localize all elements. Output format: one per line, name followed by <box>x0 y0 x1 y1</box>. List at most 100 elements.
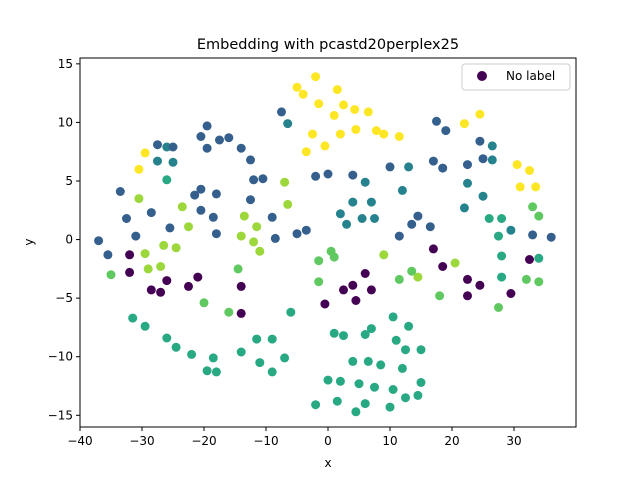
data-point <box>348 197 358 207</box>
data-point <box>252 334 262 344</box>
data-point <box>202 366 212 376</box>
data-point <box>128 313 138 323</box>
data-point <box>162 142 172 152</box>
data-point <box>416 378 426 387</box>
data-point <box>134 194 144 204</box>
data-point <box>366 197 376 207</box>
data-point <box>159 240 169 250</box>
data-point <box>478 154 488 164</box>
data-point <box>348 170 358 180</box>
data-point <box>360 269 370 278</box>
data-point <box>459 119 469 129</box>
data-point <box>283 199 293 209</box>
data-point <box>342 219 352 229</box>
data-point <box>534 277 544 287</box>
y-tick-label: −15 <box>48 408 73 422</box>
y-axis-label: y <box>22 238 36 245</box>
data-point <box>441 126 451 136</box>
data-point <box>246 195 255 205</box>
data-point <box>249 175 259 185</box>
y-axis: −15 −10 −5 0 5 10 15 <box>48 57 80 422</box>
data-point <box>301 225 311 235</box>
data-point <box>348 280 358 290</box>
data-point <box>407 219 417 229</box>
data-point <box>125 267 135 277</box>
data-point <box>385 162 395 172</box>
data-point <box>339 285 348 295</box>
data-point <box>283 119 293 129</box>
data-point <box>388 385 398 394</box>
legend-label: No label <box>506 69 555 83</box>
legend-marker <box>477 71 487 81</box>
data-point <box>255 246 265 256</box>
data-point <box>168 142 178 152</box>
data-point <box>339 331 348 341</box>
data-point <box>162 276 172 286</box>
data-point <box>208 212 218 222</box>
data-point <box>224 307 234 317</box>
data-point <box>363 107 373 117</box>
data-point <box>428 156 438 166</box>
data-point <box>311 171 321 181</box>
data-point <box>153 140 162 150</box>
data-point <box>215 135 224 145</box>
data-point <box>363 356 373 366</box>
data-point <box>413 390 423 400</box>
y-tick-label: 5 <box>65 174 73 188</box>
data-point <box>323 169 333 179</box>
data-point <box>379 250 389 260</box>
data-point <box>391 335 401 345</box>
data-point <box>357 214 367 223</box>
data-point <box>236 143 246 153</box>
data-point <box>270 233 280 243</box>
data-point <box>211 189 221 199</box>
data-point <box>196 205 206 215</box>
data-point <box>329 110 339 120</box>
data-point <box>329 328 339 338</box>
data-point <box>388 312 398 322</box>
data-point <box>494 231 503 241</box>
data-point <box>463 178 472 188</box>
data-point <box>292 229 302 239</box>
data-point <box>463 274 472 284</box>
data-point <box>311 72 321 82</box>
data-point <box>308 129 317 139</box>
data-point <box>438 163 448 173</box>
y-tick-label: 10 <box>58 115 73 129</box>
data-point <box>184 281 193 291</box>
y-tick-label: 0 <box>65 233 73 247</box>
data-point <box>146 208 156 218</box>
data-point <box>233 264 243 274</box>
data-point <box>199 298 209 308</box>
data-point <box>332 85 342 95</box>
data-point <box>351 125 361 134</box>
data-point <box>506 289 516 298</box>
data-point <box>140 148 150 158</box>
data-point <box>156 262 166 271</box>
data-point <box>171 243 181 253</box>
data-point <box>435 291 445 301</box>
data-point <box>171 342 181 352</box>
data-point <box>208 353 218 363</box>
data-point <box>385 402 395 412</box>
data-point <box>153 156 162 166</box>
data-point <box>487 141 497 151</box>
x-tick-label: −40 <box>67 434 92 448</box>
data-point <box>122 214 131 223</box>
data-point <box>360 330 370 339</box>
legend: No label <box>461 63 571 91</box>
data-point <box>371 126 381 136</box>
data-point <box>314 277 324 287</box>
data-point <box>360 399 370 409</box>
data-point <box>140 249 150 259</box>
data-point <box>94 236 104 246</box>
data-point <box>236 308 246 318</box>
data-point <box>267 334 277 344</box>
data-point <box>125 250 135 260</box>
data-point <box>134 164 144 174</box>
data-point <box>450 258 460 268</box>
data-point <box>255 358 265 368</box>
data-point <box>478 191 488 201</box>
data-point <box>314 99 324 109</box>
data-point <box>211 229 221 239</box>
